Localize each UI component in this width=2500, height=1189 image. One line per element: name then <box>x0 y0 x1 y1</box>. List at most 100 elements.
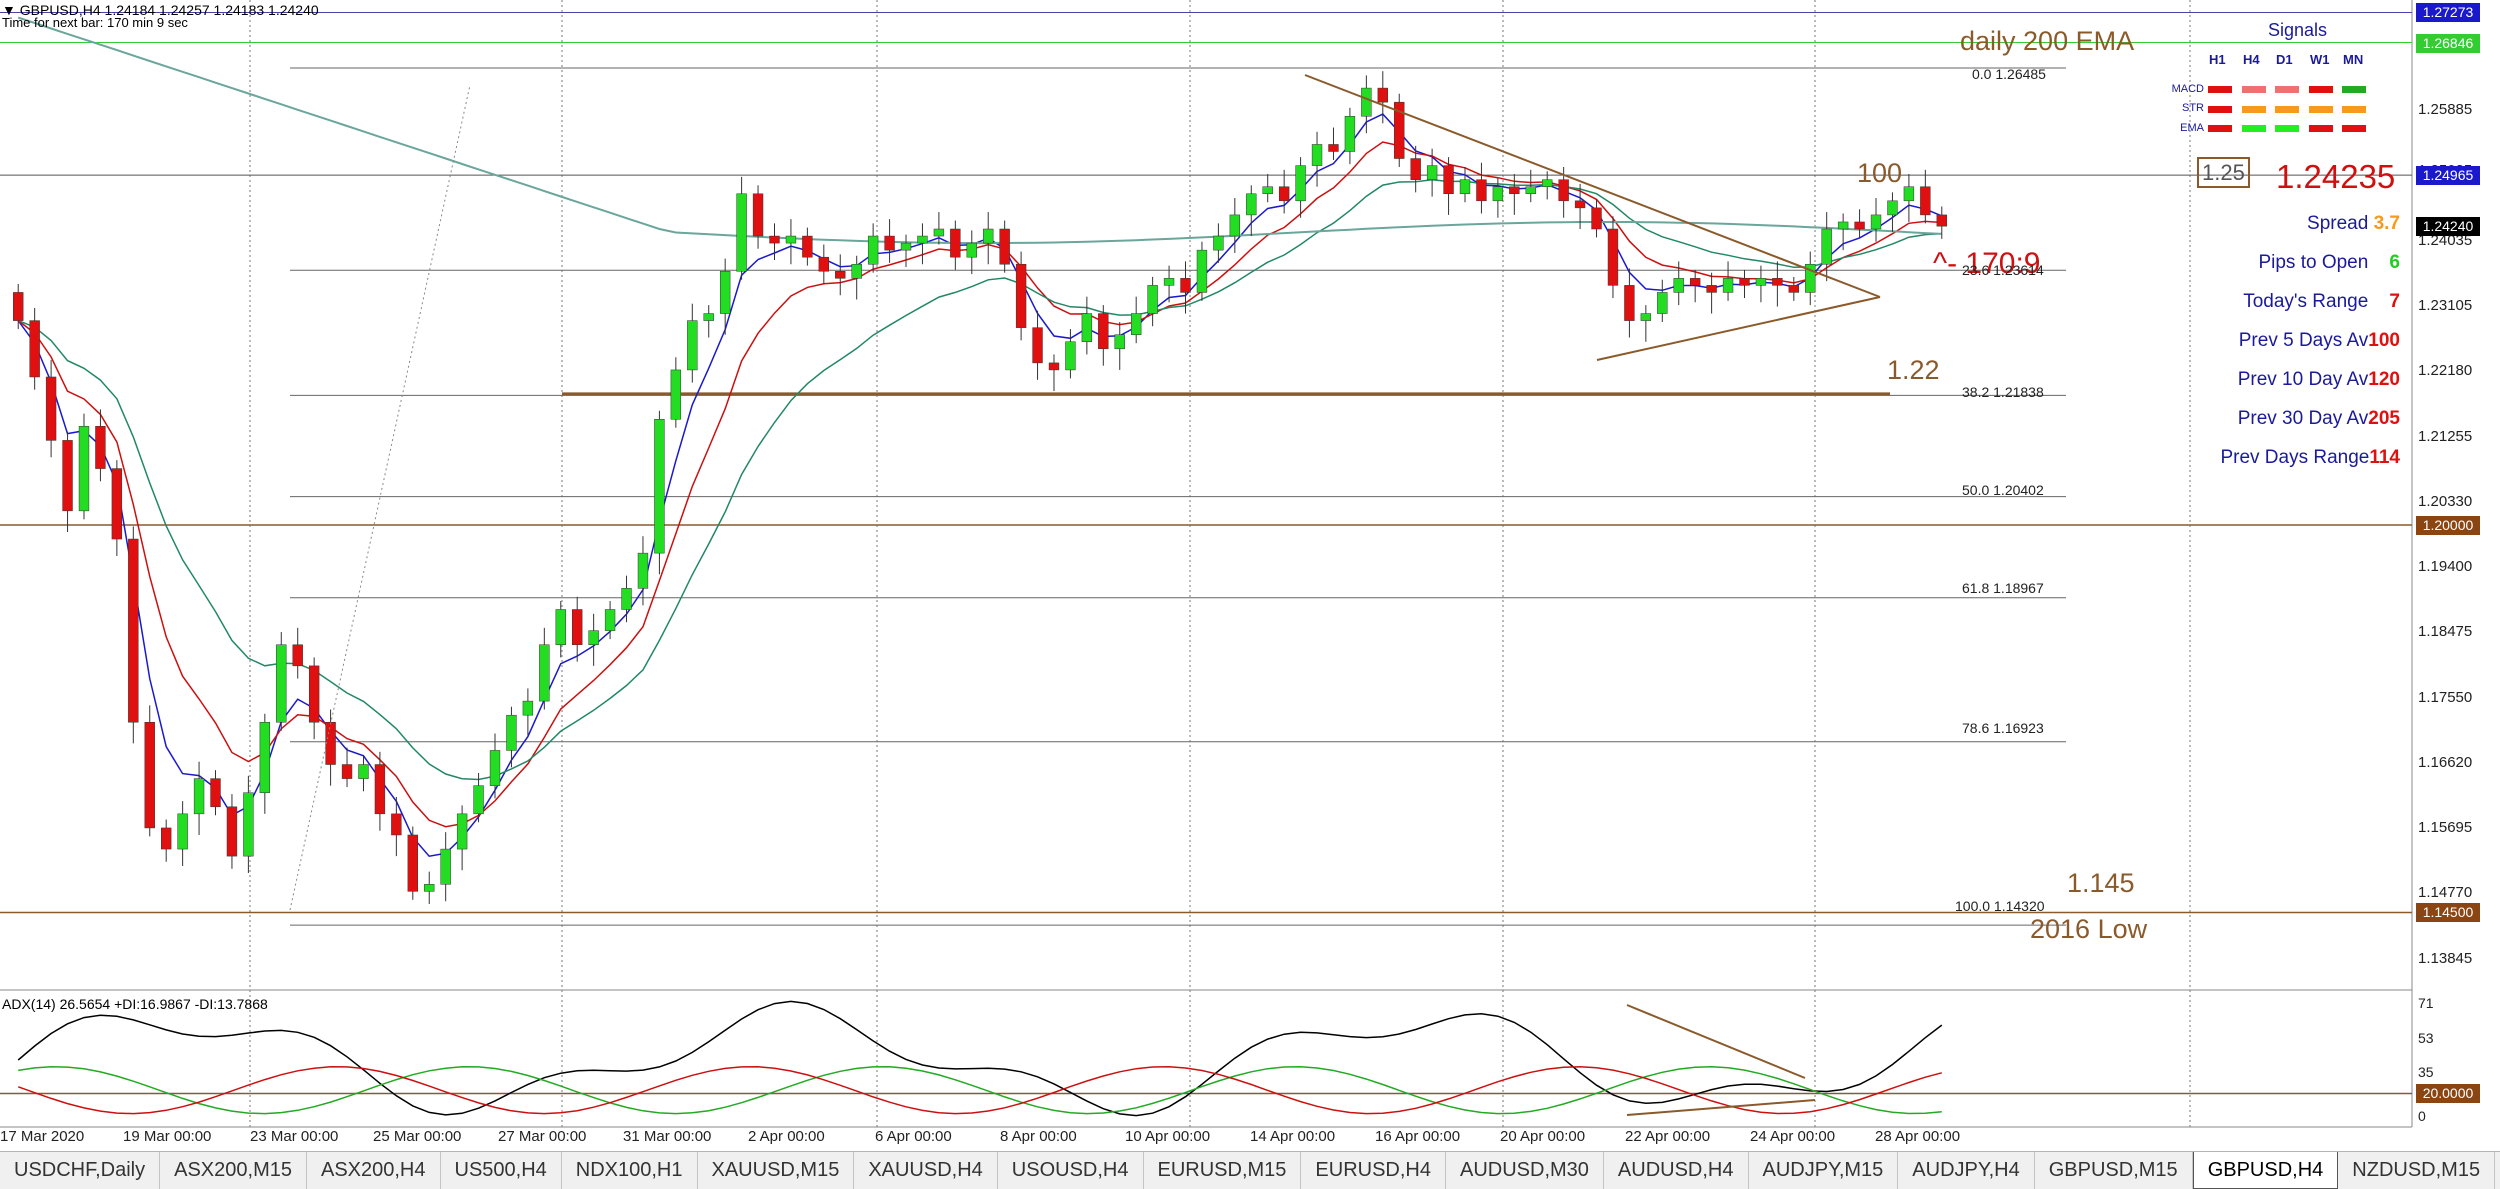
candle-bull <box>177 813 188 850</box>
chart-tab-usdchf-daily[interactable]: USDCHF,Daily <box>0 1152 161 1189</box>
candle-bull <box>539 644 550 702</box>
adx-level-53: 53 <box>2418 1030 2434 1046</box>
chart-tab-nzdusd-m15[interactable]: NZDUSD,M15 <box>2338 1152 2496 1189</box>
candle-bear <box>226 806 238 857</box>
candle-bear <box>111 468 123 540</box>
signal-cell-macd-mn <box>2342 86 2366 93</box>
chart-tab-xauusd-h4[interactable]: XAUUSD,H4 <box>854 1152 998 1189</box>
price-axis-label: 1.22180 <box>2418 362 2473 380</box>
candle-bull <box>736 193 747 272</box>
signal-row-ema: EMA <box>2180 122 2204 134</box>
candle-bull <box>1213 235 1224 251</box>
time-axis-label: 23 Mar 00:00 <box>250 1128 339 1145</box>
chart-tab-xauusd-m15[interactable]: XAUUSD,M15 <box>698 1152 855 1189</box>
candle-bear <box>407 834 418 892</box>
ema-mid-line <box>17 141 1942 828</box>
time-axis-label: 2 Apr 00:00 <box>748 1128 825 1145</box>
triangle-down-icon[interactable]: ▼ <box>2 2 16 18</box>
price-axis-label: 1.25885 <box>2418 101 2473 119</box>
candle-bull <box>489 750 501 786</box>
signal-cell-macd-w1 <box>2308 86 2333 93</box>
candle-bull <box>522 700 534 716</box>
price-axis-label: 1.18475 <box>2418 623 2473 641</box>
signal-cell-str-h4 <box>2241 105 2266 113</box>
chart-tab-audjpy-h4[interactable]: AUDJPY,H4 <box>1898 1152 2035 1189</box>
low-2016-label: 2016 Low <box>2030 914 2148 944</box>
signal-tf-h4: H4 <box>2243 52 2260 67</box>
chart-tab-asx200-h4[interactable]: ASX200,H4 <box>307 1152 441 1189</box>
candle-bear <box>835 271 846 279</box>
price-chart[interactable] <box>0 0 2500 1151</box>
chart-tab-audusd-m30[interactable]: AUDUSD,M30 <box>1446 1152 1604 1189</box>
candle-bear <box>210 778 221 808</box>
candle-bear <box>341 764 353 779</box>
signal-tf-h1: H1 <box>2209 52 2226 67</box>
price-axis-label: 1.14770 <box>2418 884 2473 902</box>
candle-bear <box>950 228 961 258</box>
stat-todays-range: Today's Range 7 <box>2243 291 2400 312</box>
chart-tab-audjpy-m15[interactable]: AUDJPY,M15 <box>1749 1152 1899 1189</box>
adx-title: ADX(14) 26.5654 +DI:16.9867 -DI:13.7868 <box>2 996 268 1012</box>
chart-tab-gbpusd-h4[interactable]: GBPUSD,H4 <box>2192 1152 2339 1189</box>
candle-bull <box>1542 179 1553 187</box>
chart-tab-i[interactable]: I <box>2495 1152 2500 1189</box>
price-tag: 1.14500 <box>2416 903 2480 923</box>
signal-cell-ema-h1 <box>2208 125 2232 132</box>
candle-bear <box>95 426 106 469</box>
fib-label-786: 78.6 1.16923 <box>1962 720 2044 736</box>
candle-bear <box>1509 186 1520 195</box>
candle-bear <box>1558 179 1569 202</box>
candle-bull <box>1673 278 1684 293</box>
candle-bull <box>1196 249 1208 293</box>
candle-bull <box>1722 278 1734 293</box>
bar-timer: Time for next bar: 170 min 9 sec <box>2 15 188 30</box>
candle-bull <box>440 848 451 885</box>
candle-bull <box>703 313 714 321</box>
candle-bear <box>1377 87 1388 103</box>
candle-bull <box>1262 186 1273 195</box>
candle-bull <box>654 419 665 554</box>
chart-tab-usousd-h4[interactable]: USOUSD,H4 <box>998 1152 1144 1189</box>
candle-bear <box>1394 101 1405 159</box>
candle-bear <box>1180 278 1191 293</box>
candle-bear <box>1624 285 1635 321</box>
candle-bear <box>29 320 40 378</box>
candle-bear <box>1706 285 1717 293</box>
candle-bull <box>276 644 287 723</box>
time-axis-label: 20 Apr 00:00 <box>1500 1128 1586 1145</box>
candle-bull <box>851 263 862 279</box>
candle-bull <box>687 320 698 371</box>
candle-bull <box>1640 313 1652 321</box>
chart-tab-eurusd-h4[interactable]: EURUSD,H4 <box>1301 1152 1446 1189</box>
signal-cell-str-h1 <box>2208 105 2232 113</box>
price-tag: 1.24240 <box>2416 217 2480 237</box>
candle-bull <box>917 235 928 244</box>
time-axis-label: 27 Mar 00:00 <box>498 1128 587 1145</box>
price-axis-label: 1.16620 <box>2418 754 2473 772</box>
chart-tab-asx200-m15[interactable]: ASX200,M15 <box>160 1152 307 1189</box>
candle-bull <box>1870 214 1882 230</box>
time-axis-label: 14 Apr 00:00 <box>1250 1128 1336 1145</box>
signal-cell-str-mn <box>2342 105 2366 113</box>
candle-bear <box>45 376 57 441</box>
chart-tab-ndx100-h1[interactable]: NDX100,H1 <box>562 1152 698 1189</box>
chart-tab-gbpusd-m15[interactable]: GBPUSD,M15 <box>2035 1152 2193 1189</box>
candle-bear <box>1048 362 1060 371</box>
chart-tab-us500-h4[interactable]: US500,H4 <box>441 1152 562 1189</box>
signal-row-str: STR <box>2182 102 2204 114</box>
current-price-big: 1.24235 <box>2276 158 2396 195</box>
fib-trendline <box>289 84 471 911</box>
candle-bear <box>1574 200 1586 209</box>
candle-bull <box>1903 186 1915 202</box>
candle-bull <box>604 609 616 631</box>
candle-bull <box>1229 214 1241 237</box>
candle-bull <box>1755 278 1767 286</box>
candle-bull <box>1426 165 1438 180</box>
candle-bull <box>555 609 566 645</box>
chart-tab-audusd-h4[interactable]: AUDUSD,H4 <box>1604 1152 1749 1189</box>
candle-bear <box>1607 228 1619 286</box>
chart-tab-eurusd-m15[interactable]: EURUSD,M15 <box>1144 1152 1302 1189</box>
stat-prev10: Prev 10 Day Av120 <box>2237 369 2400 390</box>
candle-bull <box>867 235 879 265</box>
